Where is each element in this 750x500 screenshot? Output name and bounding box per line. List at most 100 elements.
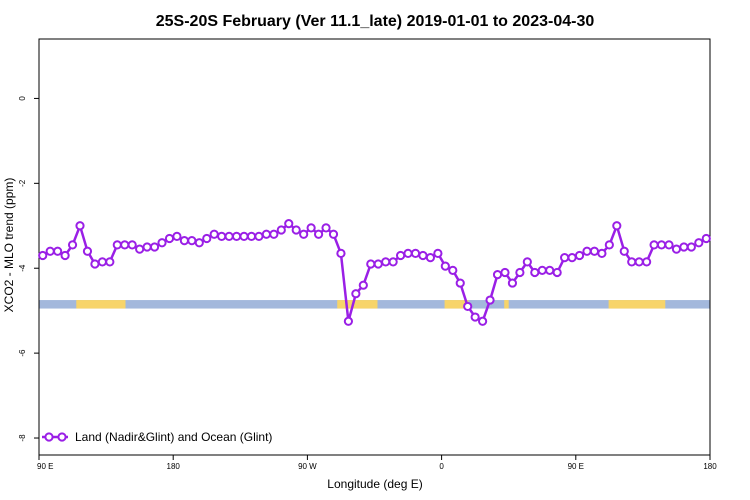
data-point xyxy=(164,233,175,244)
data-point xyxy=(597,248,607,258)
data-point xyxy=(187,236,197,246)
legend-label: Land (Nadir&Glint) and Ocean (Glint) xyxy=(75,430,272,444)
data-point xyxy=(209,229,219,239)
data-point xyxy=(366,259,376,269)
data-point xyxy=(112,240,122,250)
x-tick-label: 90 W xyxy=(298,462,317,471)
data-point xyxy=(388,257,398,267)
data-point xyxy=(500,267,510,278)
legend: Land (Nadir&Glint) and Ocean (Glint) xyxy=(42,430,272,444)
data-point xyxy=(433,248,443,258)
data-point xyxy=(67,240,78,250)
data-point xyxy=(246,231,257,241)
x-tick-label: 180 xyxy=(167,462,181,471)
data-point xyxy=(239,231,249,241)
data-point xyxy=(671,244,682,254)
x-tick-label: 90 E xyxy=(568,462,584,471)
data-point xyxy=(664,240,674,250)
data-point xyxy=(478,316,488,326)
data-point xyxy=(90,259,100,269)
data-point xyxy=(679,242,689,252)
data-point xyxy=(455,278,465,288)
data-point xyxy=(425,253,436,263)
data-point xyxy=(463,301,473,312)
data-point xyxy=(701,233,711,244)
data-point xyxy=(567,253,577,263)
data-point xyxy=(328,229,339,239)
legend-marker xyxy=(44,432,54,442)
data-point xyxy=(284,219,294,229)
data-point xyxy=(358,280,368,290)
land-segment xyxy=(337,300,378,309)
data-point xyxy=(179,236,189,246)
chart-title: 25S-20S February (Ver 11.1_late) 2019-01… xyxy=(156,13,595,30)
y-axis-label: XCO2 - MLO trend (ppm) xyxy=(2,178,16,313)
data-point xyxy=(642,257,652,267)
data-point xyxy=(254,231,264,241)
data-point xyxy=(627,257,637,267)
data-point xyxy=(492,269,503,280)
land-segment xyxy=(444,300,469,309)
data-point xyxy=(537,265,547,275)
data-point xyxy=(649,240,659,250)
data-point xyxy=(694,238,704,248)
data-point xyxy=(38,250,48,261)
data-point xyxy=(149,242,160,252)
data-point xyxy=(582,246,592,256)
legend-marker xyxy=(57,432,67,442)
data-point xyxy=(418,250,428,261)
data-point xyxy=(351,289,361,299)
data-point xyxy=(157,238,167,248)
data-point xyxy=(321,223,331,233)
data-point xyxy=(485,295,495,305)
data-point xyxy=(299,229,309,239)
data-point xyxy=(604,240,614,250)
data-point xyxy=(217,231,227,241)
x-tick-label: 0 xyxy=(439,462,444,471)
land-segment xyxy=(504,300,509,309)
data-point xyxy=(306,223,316,233)
data-point xyxy=(530,267,540,278)
data-point xyxy=(522,257,532,267)
land-segment xyxy=(608,300,666,309)
data-point xyxy=(343,316,354,326)
land-segment xyxy=(76,300,126,309)
plot-frame xyxy=(38,38,711,456)
data-point xyxy=(381,257,391,267)
data-point xyxy=(448,265,458,275)
y-tick-label: -2 xyxy=(18,179,27,187)
data-point xyxy=(269,229,279,239)
data-point xyxy=(97,257,107,267)
data-point xyxy=(276,225,286,235)
axes: 90 E 180 90 W 0 90 E 180 0 -2 -4 -6 -8 xyxy=(18,38,717,471)
data-point xyxy=(507,278,518,288)
data-point xyxy=(403,248,413,258)
data-point xyxy=(612,221,622,231)
data-point xyxy=(224,231,234,241)
data-point xyxy=(410,248,421,258)
data-point xyxy=(470,312,480,322)
data-point xyxy=(82,246,93,256)
data-point xyxy=(313,229,324,239)
y-tick-label: 0 xyxy=(18,96,27,101)
data-point xyxy=(75,221,85,231)
data-point xyxy=(574,250,585,261)
x-axis-label: Longitude (deg E) xyxy=(327,477,422,491)
data-point xyxy=(560,253,570,263)
data-point xyxy=(105,257,115,267)
data-point xyxy=(261,229,271,239)
data-point xyxy=(172,231,182,241)
data-point xyxy=(231,231,242,241)
data-point xyxy=(589,246,600,256)
x-tick-label: 180 xyxy=(703,462,717,471)
data-point xyxy=(120,240,130,250)
data-point xyxy=(202,233,212,244)
data-point xyxy=(440,261,450,271)
data-point xyxy=(135,244,145,254)
data-point xyxy=(686,242,696,252)
data-point xyxy=(552,267,562,278)
data-point xyxy=(142,242,152,252)
data-point xyxy=(634,257,644,267)
y-tick-label: -8 xyxy=(18,434,27,442)
data-point xyxy=(515,267,525,278)
